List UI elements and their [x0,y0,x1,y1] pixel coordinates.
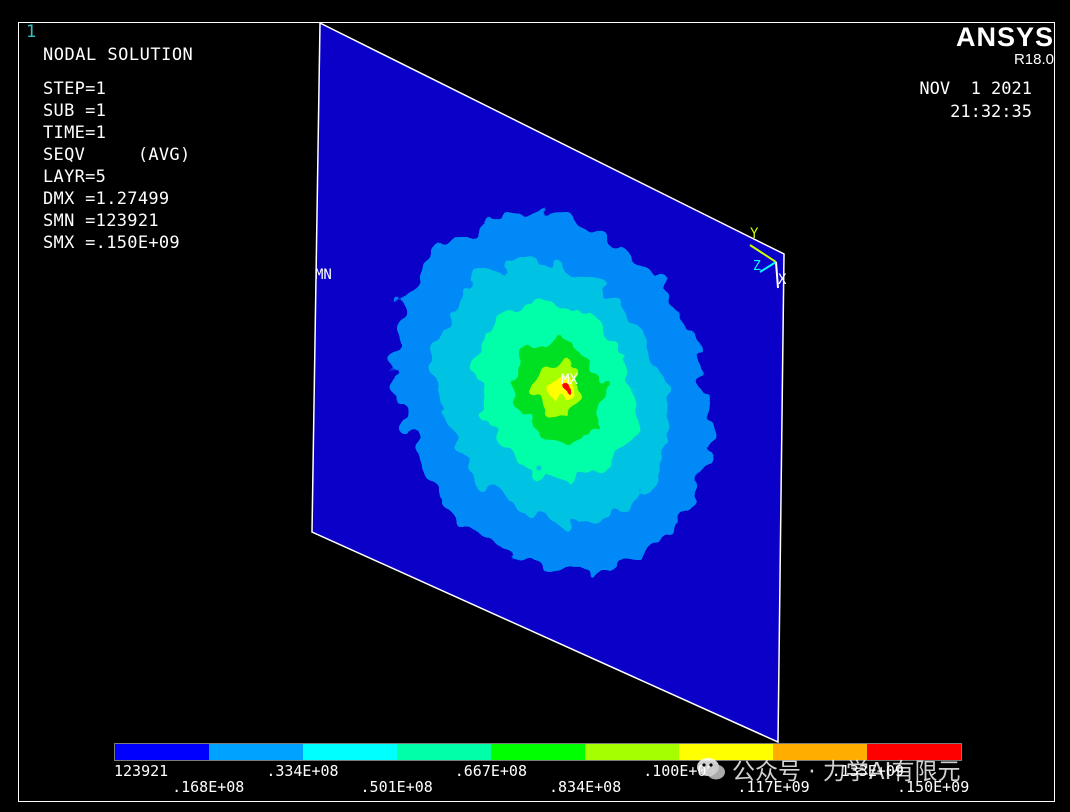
timestamp: NOV 1 2021 21:32:35 [919,78,1032,124]
watermark-text: 公众号 · 力学AI有限元 [732,759,961,785]
legend-box [303,744,397,760]
watermark: 公众号 · 力学AI有限元 [696,752,960,786]
time-text: 21:32:35 [950,102,1032,122]
info-time: TIME=1 [43,123,107,143]
max-marker-label: MX [561,372,578,388]
solution-info: STEP=1 SUB =1 TIME=1 SEQV (AVG) LAYR=5 D… [43,78,191,254]
info-step: STEP=1 [43,79,107,99]
info-smx: SMX =.150E+09 [43,233,180,253]
triad-y-label: Y [750,226,759,242]
coordinate-triad: Y Z X [749,226,787,289]
contour-legend [114,743,962,761]
info-layer: LAYR=5 [43,167,107,187]
wechat-icon [697,758,725,780]
brand-name: ANSYS [955,22,1054,52]
legend-box [397,744,491,760]
stress-contours [394,215,712,571]
min-marker-label: MN [315,267,332,283]
legend-box [115,744,209,760]
date-text: NOV 1 2021 [919,79,1032,99]
info-dmx: DMX =1.27499 [43,189,170,209]
legend-box [679,744,773,760]
legend-box [867,744,961,760]
legend-box [585,744,679,760]
info-result-item: SEQV (AVG) [43,145,191,165]
legend-box [491,744,585,760]
triad-x-label: X [778,272,787,288]
info-substep: SUB =1 [43,101,107,121]
ansys-logo: ANSYS R18.0 [956,22,1054,68]
plot-title: NODAL SOLUTION [43,45,194,65]
window-number: 1 [26,22,37,42]
brand-version: R18.0 [1013,51,1054,68]
info-smn: SMN =123921 [43,211,159,231]
triad-z-label: Z [753,259,761,274]
window-frame [18,22,1055,802]
legend-box [209,744,303,760]
legend-box [773,744,867,760]
